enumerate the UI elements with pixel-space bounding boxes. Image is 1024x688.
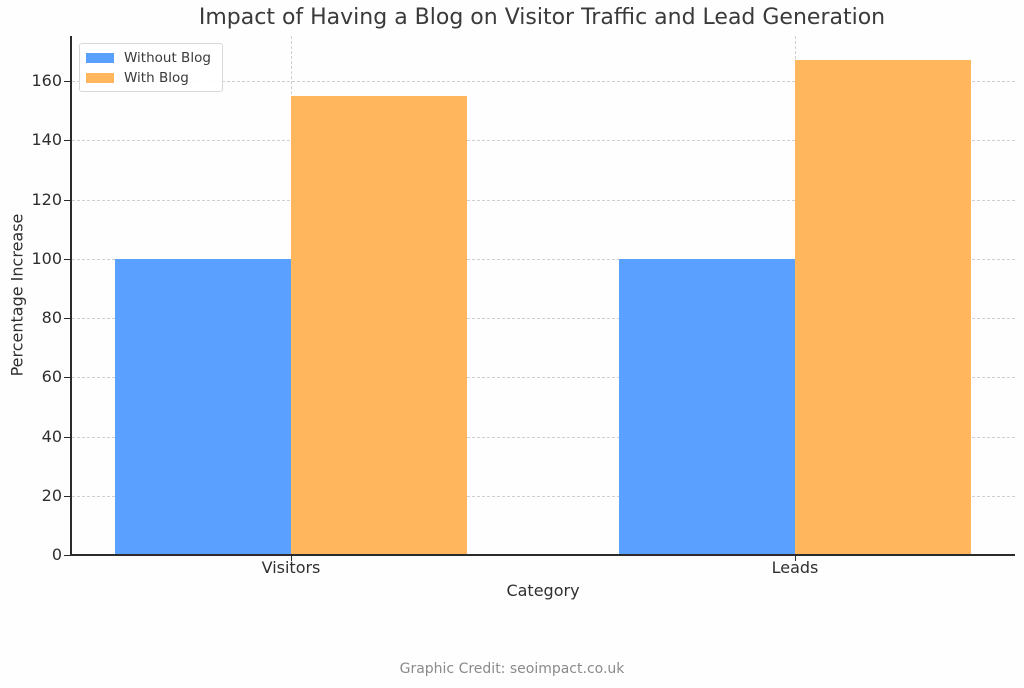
y-tick-label: 100	[31, 248, 62, 268]
y-tick-label: 60	[41, 367, 62, 387]
y-tick-label: 0	[51, 545, 62, 564]
bar-visitors-without-blog	[115, 258, 291, 555]
y-axis-line	[70, 36, 72, 556]
h-gridline	[72, 140, 1015, 142]
x-axis-title: Category	[506, 581, 580, 600]
x-tick-mark	[795, 556, 796, 561]
legend-item-with-blog: With Blog	[86, 69, 189, 87]
h-gridline	[72, 318, 1015, 319]
y-tick-mark	[64, 436, 70, 438]
h-gridline	[72, 258, 1015, 260]
legend-label: Without Blog	[124, 50, 211, 66]
chart-title: Impact of Having a Blog on Visitor Traff…	[198, 5, 886, 30]
legend: Without Blog With Blog	[79, 43, 223, 92]
legend-swatch-without-blog	[86, 53, 114, 63]
y-tick-mark	[64, 81, 70, 82]
y-tick-label: 160	[31, 71, 62, 90]
bar-leads-without-blog	[619, 258, 795, 555]
h-gridline	[72, 377, 1015, 379]
legend-swatch-with-blog	[86, 73, 114, 83]
x-tick-mark	[291, 556, 292, 561]
y-tick-mark	[64, 377, 70, 379]
legend-item-without-blog: Without Blog	[86, 49, 211, 67]
y-tick-mark	[64, 199, 70, 201]
y-tick-mark	[64, 555, 70, 556]
x-tick-label: Leads	[771, 558, 819, 577]
y-tick-mark	[64, 495, 70, 497]
y-tick-mark	[64, 140, 70, 142]
y-tick-mark	[64, 258, 70, 260]
y-tick-label: 80	[41, 308, 62, 327]
h-gridline	[72, 81, 1015, 82]
h-gridline	[72, 436, 1015, 438]
y-tick-label: 40	[41, 426, 62, 446]
graphic-credit: Graphic Credit: seoimpact.co.uk	[399, 661, 625, 677]
bar-visitors-with-blog	[291, 95, 467, 555]
y-tick-mark	[64, 318, 70, 319]
x-axis-line	[70, 554, 1015, 556]
y-tick-label: 140	[31, 130, 62, 150]
y-tick-label: 20	[41, 485, 62, 505]
h-gridline	[72, 495, 1015, 497]
x-tick-label: Visitors	[261, 558, 321, 577]
legend-label: With Blog	[124, 70, 189, 86]
h-gridline	[72, 199, 1015, 201]
y-axis-title: Percentage Increase	[7, 213, 27, 377]
y-tick-label: 120	[31, 189, 62, 209]
bar-leads-with-blog	[795, 60, 971, 555]
